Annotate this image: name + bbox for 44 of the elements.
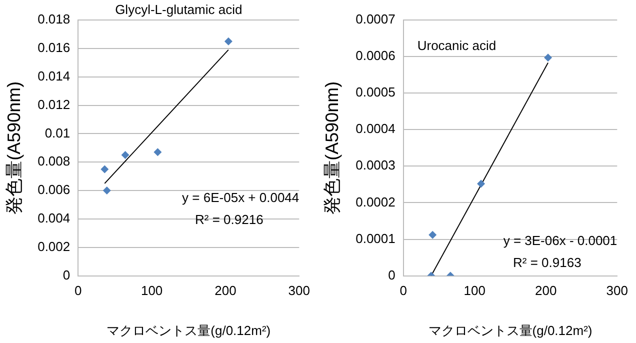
y-tick-label: 0.0005 [356,84,396,100]
annotation: R² = 0.9216 [195,212,264,227]
point [428,230,437,239]
y-tick-label: 0.018 [38,12,70,27]
y-tick-label: 0.006 [38,182,70,198]
y-tick-label: 0.01 [44,125,70,140]
x-tick-label: 100 [464,283,486,298]
y-tick-label: 0.0004 [356,121,396,136]
y-tick-label: 0 [62,267,70,282]
point [224,37,232,46]
y-axis-title: 発色量(A590nm) [322,81,342,214]
y-tick-label: 0.012 [38,96,70,112]
point [477,180,486,188]
y-tick-label: 0.0003 [356,158,396,173]
point [121,151,130,160]
point [102,186,111,195]
y-tick-label: 0.004 [38,210,70,226]
y-tick-label: 0.016 [38,40,70,55]
x-tick-label: 0 [74,283,82,298]
y-tick-label: 0.002 [38,238,70,254]
chart-title: Glycyl-L-glutamic acid [115,2,242,17]
point [544,54,552,62]
x-tick-label: 300 [288,283,310,298]
y-tick-label: 0.0002 [356,194,396,210]
y-tick-label: 0.008 [38,154,70,169]
annotation: y = 6E-05x + 0.0044 [182,190,300,205]
y-tick-label: 0 [388,267,396,282]
x-axis-title: マクロベントス量(g/0.12m²) [428,322,592,338]
annotation: R² = 0.9163 [513,255,582,270]
point [100,165,109,174]
annotation: y = 3E-06x - 0.0001 [503,233,618,248]
x-tick-label: 200 [535,283,557,298]
y-tick-label: 0.0006 [356,48,396,64]
x-tick-label: 0 [400,283,407,298]
x-tick-label: 200 [214,283,236,298]
y-axis-title: 発色量(A590nm) [4,81,24,214]
x-tick-label: 100 [140,283,163,298]
text: Urocanic acid [417,38,496,53]
y-tick-label: 0.0001 [356,230,396,246]
y-tick-label: 0.014 [38,68,70,84]
x-axis-title: マクロベントス量(g/0.12m²) [106,322,271,338]
y-tick-label: 0.0007 [356,12,396,27]
x-tick-label: 300 [606,283,628,298]
point [154,148,162,156]
